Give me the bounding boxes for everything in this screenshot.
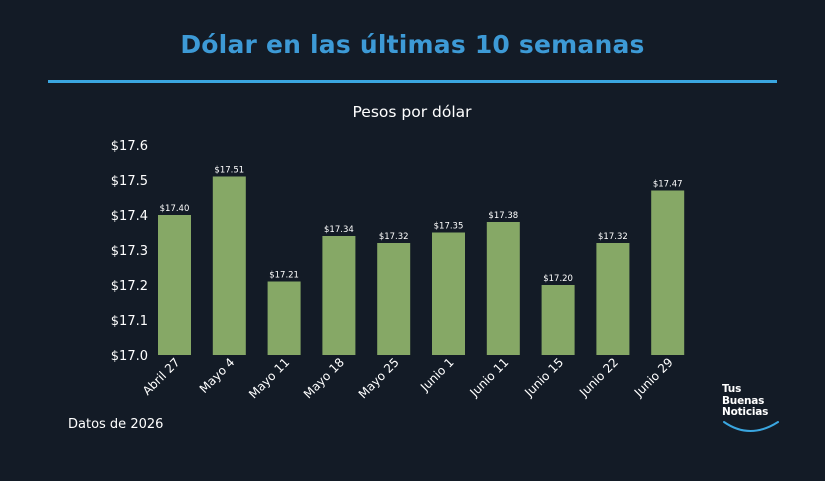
y-tick-label: $17.2 [111, 279, 148, 294]
bar-value-label: $17.38 [488, 211, 518, 221]
bar-value-label: $17.32 [379, 232, 409, 242]
bar-value-label: $17.34 [324, 225, 354, 235]
title-divider [48, 80, 777, 83]
bars-group [158, 176, 685, 355]
bar [541, 285, 575, 355]
bar [432, 232, 465, 355]
bar [486, 222, 520, 355]
bar [651, 190, 685, 355]
x-tick-label: Mayo 4 [197, 355, 238, 396]
bar-value-label: $17.51 [214, 166, 244, 176]
bar [267, 281, 301, 355]
y-tick-label: $17.5 [111, 174, 148, 189]
x-tick-label: Mayo 25 [356, 355, 402, 401]
y-tick-label: $17.0 [111, 349, 148, 364]
x-tick-label: Mayo 11 [246, 355, 292, 401]
bar-value-label: $17.20 [543, 274, 573, 284]
y-tick-label: $17.4 [111, 209, 148, 224]
brand-logo: Tus Buenas Noticias [722, 383, 782, 436]
bar-value-label: $17.47 [653, 180, 683, 190]
logo-line-3: Noticias [722, 406, 769, 418]
y-tick-label: $17.1 [111, 314, 148, 329]
bar-value-label: $17.35 [434, 222, 464, 232]
logo-smile-icon [723, 421, 779, 432]
x-tick-label: Junio 11 [467, 355, 512, 400]
bar [158, 215, 191, 355]
bar-value-label: $17.40 [160, 204, 190, 214]
chart-title: Pesos por dólar [352, 103, 472, 121]
page-title: Dólar en las últimas 10 semanas [180, 30, 645, 59]
x-axis: Abril 27 Mayo 4 Mayo 11 Mayo 18 Mayo 25 Junio… [140, 355, 676, 401]
value-labels-group: $17.40 $17.51 $17.21 $17.34 $17.32 $17.35 $17.… [160, 166, 683, 285]
bar-value-label: $17.21 [269, 271, 299, 281]
bar [212, 176, 246, 355]
x-tick-label: Mayo 18 [301, 355, 347, 401]
bar [596, 243, 630, 355]
x-tick-label: Junio 1 [417, 355, 457, 395]
logo-line-2: Buenas [722, 394, 765, 407]
x-tick-label: Junio 22 [576, 355, 621, 400]
x-tick-label: Junio 29 [631, 355, 676, 400]
y-tick-label: $17.3 [111, 244, 148, 259]
footnote: Datos de 2026 [68, 417, 164, 432]
bar [377, 243, 411, 355]
y-axis: $17.0 $17.1 $17.2 $17.3 $17.4 $17.5 $17.6 [111, 139, 148, 364]
bar-value-label: $17.32 [598, 232, 628, 242]
bar [322, 236, 356, 355]
x-tick-label: Junio 15 [521, 355, 566, 400]
logo-line-1: Tus [722, 383, 742, 395]
y-tick-label: $17.6 [111, 139, 148, 154]
